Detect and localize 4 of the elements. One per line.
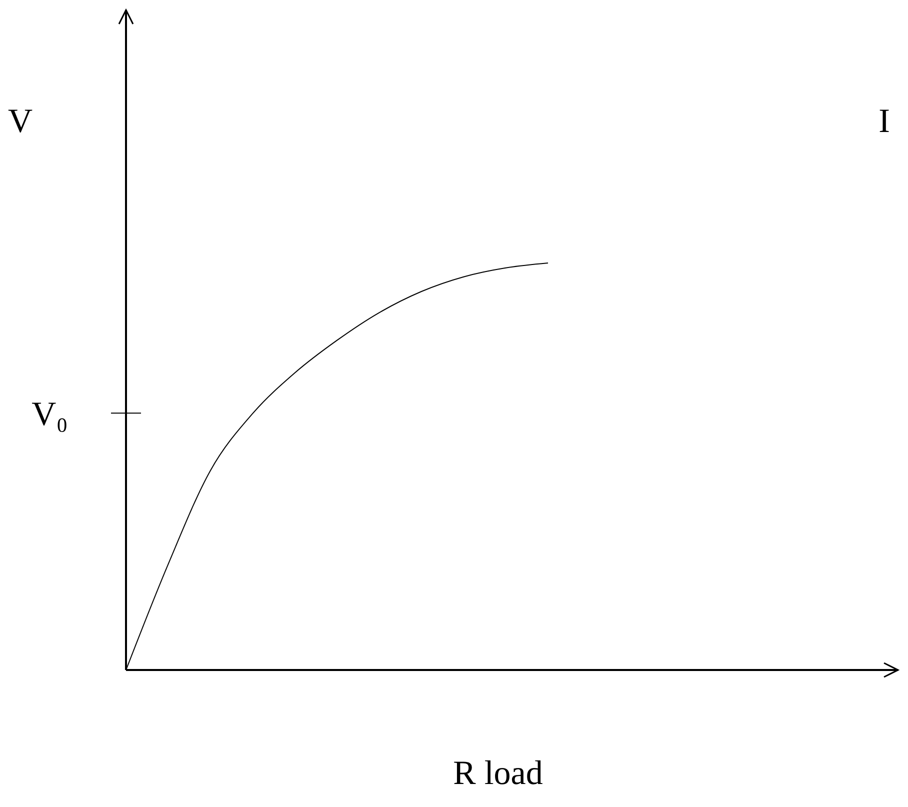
text: I: [878, 103, 890, 140]
ref-line-label: V₀: [32, 396, 68, 434]
y-axis-title: V: [8, 103, 33, 140]
x-axis-title: R load: [453, 755, 543, 792]
